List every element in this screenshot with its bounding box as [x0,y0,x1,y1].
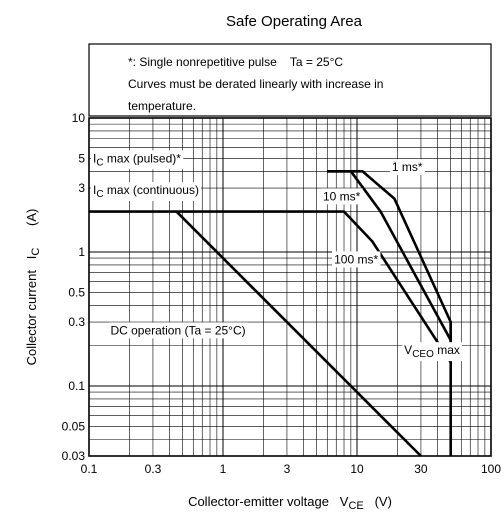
label-rest: max (pulsed)* [104,151,182,165]
label-text: 100 ms* [334,252,378,266]
y-tick-label: 5 [78,151,85,165]
label-subscript: C [96,189,103,200]
label-text: 1 ms* [392,160,423,174]
label-background [402,342,462,362]
label-main: 1 ms* [392,160,423,174]
label-main: 10 ms* [323,189,361,203]
label-rest: max (continuous) [104,183,199,197]
x-axis-label-main: Collector-emitter voltage [188,494,329,509]
label-lbl_100ms: 100 ms* [332,251,381,268]
x-tick-label: 30 [414,462,428,476]
label-ic_cont: IC max (continuous) [91,182,201,202]
label-lbl_10ms: 10 ms* [320,188,363,205]
grid [89,118,491,456]
x-axis-label-subscript: CE [348,500,363,512]
x-tick-label: 0.1 [81,462,98,476]
y-tick-label: 0.05 [62,419,86,433]
x-axis-label-symbol: V [340,494,349,509]
x-tick-label: 100 [481,462,501,476]
y-axis-label-unit: (A) [24,209,39,226]
label-background [108,322,248,339]
note-box [88,43,492,117]
label-text: IC max (pulsed)* [93,151,181,168]
label-main: I [93,183,96,197]
y-axis-label: Collector current IC (A) [24,209,42,366]
label-background [320,188,363,205]
y-axis-label-subscript: C [30,248,42,256]
note-line-3: temperature. [128,99,196,113]
y-axis-label-symbol: I [24,256,39,260]
y-tick-label: 3 [78,181,85,195]
label-lbl_vceo: VCEO max [402,342,462,362]
label-text: DC operation (Ta = 25°C) [110,323,245,337]
x-axis-label-unit: (V) [375,494,392,509]
y-tick-label: 0.5 [68,285,85,299]
label-rest: max [434,343,460,357]
label-background [389,159,425,176]
label-text: 10 ms* [323,189,361,203]
curves [89,170,453,457]
y-tick-label: 0.3 [68,315,85,329]
plot-frame [88,117,492,457]
x-axis-label: Collector-emitter voltage VCE (V) [188,494,392,512]
label-text: IC max (continuous) [93,183,199,200]
series-pulse_100ms [89,210,452,364]
note-line-1: *: Single nonrepetitive pulse Ta = 25°C [128,55,343,69]
y-axis-label-main: Collector current [24,270,39,366]
x-axis-ticks: 0.1 0.3 1 3 10 30 100 [81,462,502,476]
label-background [332,251,381,268]
label-main: I [93,151,96,165]
y-tick-label: 10 [72,111,86,125]
label-lbl_1ms: 1 ms* [389,159,425,176]
y-tick-label: 1 [78,245,85,259]
y-tick-label: 0.1 [68,379,85,393]
x-tick-label: 0.3 [145,462,162,476]
x-tick-label: 1 [220,462,227,476]
label-main: DC operation (Ta = 25°C) [110,323,245,337]
label-subscript: C [96,157,103,168]
label-background [91,182,201,202]
label-background [91,150,184,170]
x-tick-label: 10 [350,462,364,476]
chart-title: Safe Operating Area [226,13,363,30]
label-lbl_dc: DC operation (Ta = 25°C) [108,322,248,339]
y-tick-label: 0.03 [62,449,86,463]
label-subscript: CEO [412,349,434,360]
label-text: VCEO max [404,343,460,360]
x-tick-label: 3 [284,462,291,476]
label-ic_pulsed: IC max (pulsed)* [91,150,184,170]
label-main: V [404,343,412,357]
y-axis-ticks: 0.03 0.05 0.1 0.3 0.5 1 3 5 10 [62,111,86,463]
curve-labels: IC max (pulsed)*IC max (continuous)1 ms*… [91,150,462,362]
note-line-2: Curves must be derated linearly with inc… [128,77,383,91]
label-main: 100 ms* [334,252,378,266]
series-dc [175,210,422,457]
